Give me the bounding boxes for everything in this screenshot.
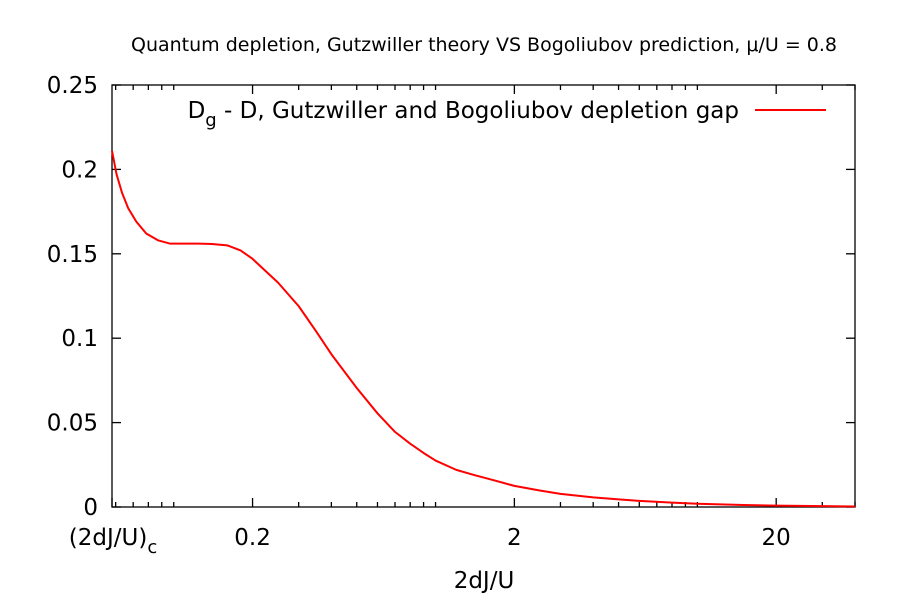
tick-labels: 0 0.05 0.1 0.15 0.2 0.25 (2dJ/U)c 0.2 2 20	[47, 73, 791, 558]
x-axis-label: 2dJ/U	[454, 568, 515, 594]
y-tick-label: 0.25	[47, 73, 98, 99]
x-tick-label: 20	[762, 525, 791, 551]
x-tick-label: 2	[507, 525, 522, 551]
y-tick-label: 0.2	[61, 157, 98, 183]
y-tick-label: 0	[83, 495, 98, 521]
plot-frame	[111, 84, 856, 508]
ticks	[111, 84, 856, 508]
x-tick-label: (2dJ/U)c	[69, 525, 157, 558]
y-tick-label: 0.05	[47, 411, 98, 437]
legend-label: Dg - D, Gutzwiller and Bogoliubov deplet…	[188, 98, 739, 131]
y-tick-label: 0.15	[47, 242, 98, 268]
series-layer	[111, 150, 856, 508]
y-tick-label: 0.1	[61, 326, 98, 352]
x-tick-label: 0.2	[234, 525, 271, 551]
chart-title: Quantum depletion, Gutzwiller theory VS …	[131, 34, 837, 56]
series-line	[111, 150, 856, 508]
legend: Dg - D, Gutzwiller and Bogoliubov deplet…	[188, 98, 826, 131]
